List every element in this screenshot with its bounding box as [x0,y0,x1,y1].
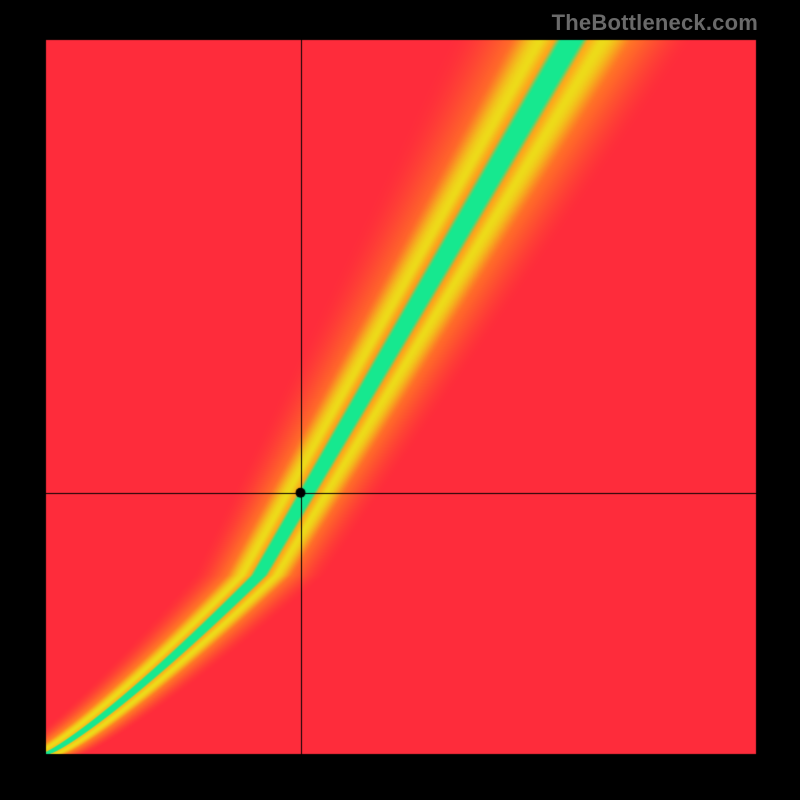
bottleneck-heatmap [0,0,800,800]
watermark-text: TheBottleneck.com [552,10,758,36]
